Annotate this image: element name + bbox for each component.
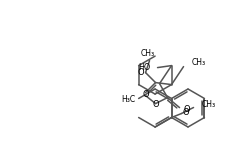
Text: CH₃: CH₃ [191,58,206,67]
Text: O: O [142,90,149,99]
Text: O: O [152,100,159,109]
Text: HO: HO [138,63,151,72]
Text: O: O [184,105,190,114]
Text: H₃C: H₃C [121,95,136,104]
Text: CH₃: CH₃ [141,49,155,58]
Text: O: O [138,68,145,77]
Text: O: O [183,108,189,117]
Text: CH₃: CH₃ [201,100,216,109]
